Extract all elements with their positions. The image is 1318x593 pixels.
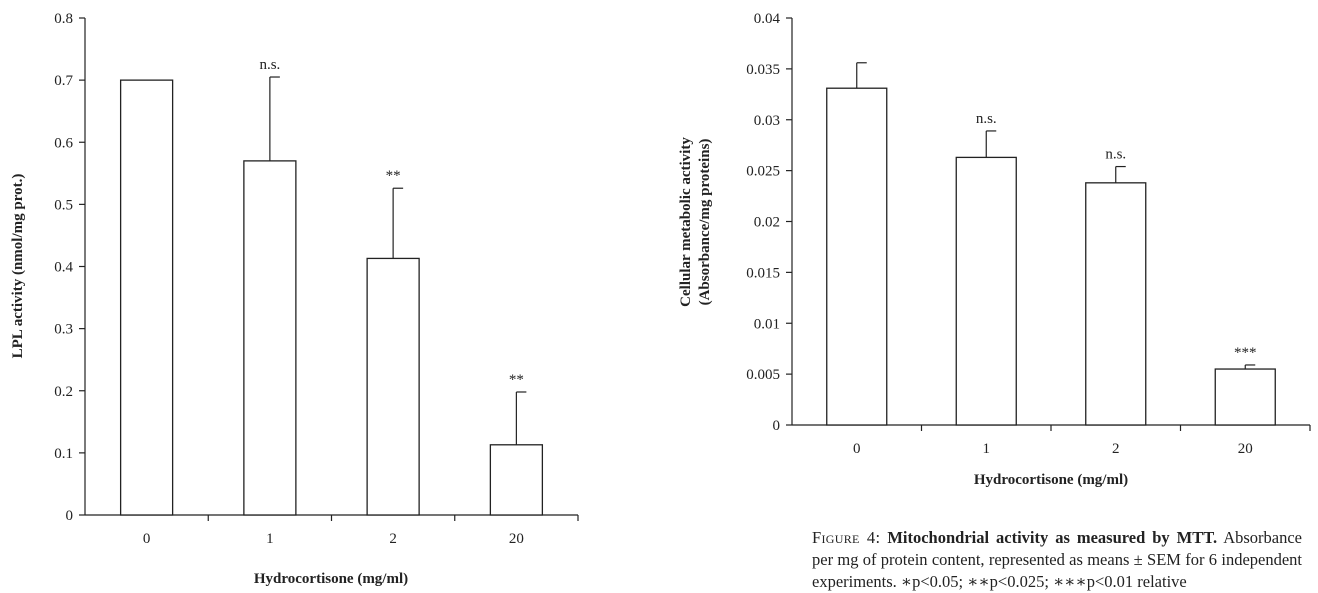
bar-20 bbox=[1214, 368, 1276, 426]
bar-1 bbox=[955, 156, 1017, 426]
x-tick-label: 1 bbox=[266, 531, 274, 547]
x-tick-label: 20 bbox=[509, 531, 524, 547]
y-tick-label: 0.04 bbox=[754, 11, 781, 27]
significance-label: ** bbox=[386, 168, 401, 184]
y-tick-label: 0 bbox=[773, 418, 781, 434]
caption-title: Mitochondrial activity as measured by MT… bbox=[887, 528, 1218, 547]
y-tick-label: 0.5 bbox=[54, 197, 73, 213]
caption-label: Figure 4: bbox=[812, 528, 881, 547]
figure-caption: Figure 4: Mitochondrial activity as meas… bbox=[812, 527, 1302, 593]
y-tick-label: 0.2 bbox=[54, 384, 73, 400]
x-axis-title: Hydrocortisone (mg/ml) bbox=[974, 472, 1128, 488]
significance-label: ** bbox=[509, 372, 524, 388]
y-tick-label: 0.7 bbox=[54, 73, 73, 89]
bar-0 bbox=[119, 79, 174, 516]
lpl-activity-chart: 00.10.20.30.40.50.60.70.8 0n.s.1**2**20 … bbox=[10, 11, 579, 587]
y-tick-label: 0.4 bbox=[54, 260, 73, 276]
y-tick-label: 0.01 bbox=[754, 316, 780, 332]
y-tick-label: 0.005 bbox=[746, 367, 780, 383]
y-tick-label: 0.03 bbox=[754, 113, 780, 129]
y-tick-label: 0 bbox=[66, 508, 74, 524]
significance-label: n.s. bbox=[1105, 147, 1126, 163]
y-tick-label: 0.6 bbox=[54, 135, 73, 151]
y-tick-label: 0.1 bbox=[54, 446, 73, 462]
x-tick-label: 0 bbox=[143, 531, 151, 547]
y-axis-title-line1: Cellular metabolic activity bbox=[678, 137, 694, 307]
y-axis-title-line2: (Absorbance/mg proteins) bbox=[697, 139, 713, 306]
significance-label: n.s. bbox=[976, 111, 997, 127]
significance-label: n.s. bbox=[259, 57, 280, 73]
y-tick-label: 0.015 bbox=[746, 265, 780, 281]
bar-2 bbox=[1085, 182, 1147, 426]
y-tick-label: 0.3 bbox=[54, 322, 73, 338]
bar-0 bbox=[826, 87, 888, 426]
x-tick-label: 2 bbox=[1112, 441, 1120, 457]
x-axis-title: Hydrocortisone (mg/ml) bbox=[254, 571, 408, 587]
bar-20 bbox=[489, 444, 544, 516]
y-tick-label: 0.8 bbox=[54, 11, 73, 27]
x-tick-label: 0 bbox=[853, 441, 861, 457]
caption-text: Absorbance per mg of protein content, re… bbox=[812, 528, 1302, 591]
x-tick-label: 2 bbox=[389, 531, 397, 547]
bar-1 bbox=[243, 160, 297, 516]
metabolic-activity-chart: 0 0.005 0.01 0.015 0.02 0.025 0.03 0.035 0.04 0 n… bbox=[678, 11, 1311, 488]
y-tick-label: 0.025 bbox=[746, 164, 780, 180]
x-tick-label: 1 bbox=[983, 441, 991, 457]
y-tick-label: 0.035 bbox=[746, 62, 780, 78]
y-axis-title: LPL activity (nmol/mg prot.) bbox=[10, 174, 26, 359]
significance-label: *** bbox=[1234, 345, 1257, 361]
y-tick-label: 0.02 bbox=[754, 215, 780, 231]
bar-2 bbox=[366, 257, 420, 516]
x-tick-label: 20 bbox=[1238, 441, 1253, 457]
